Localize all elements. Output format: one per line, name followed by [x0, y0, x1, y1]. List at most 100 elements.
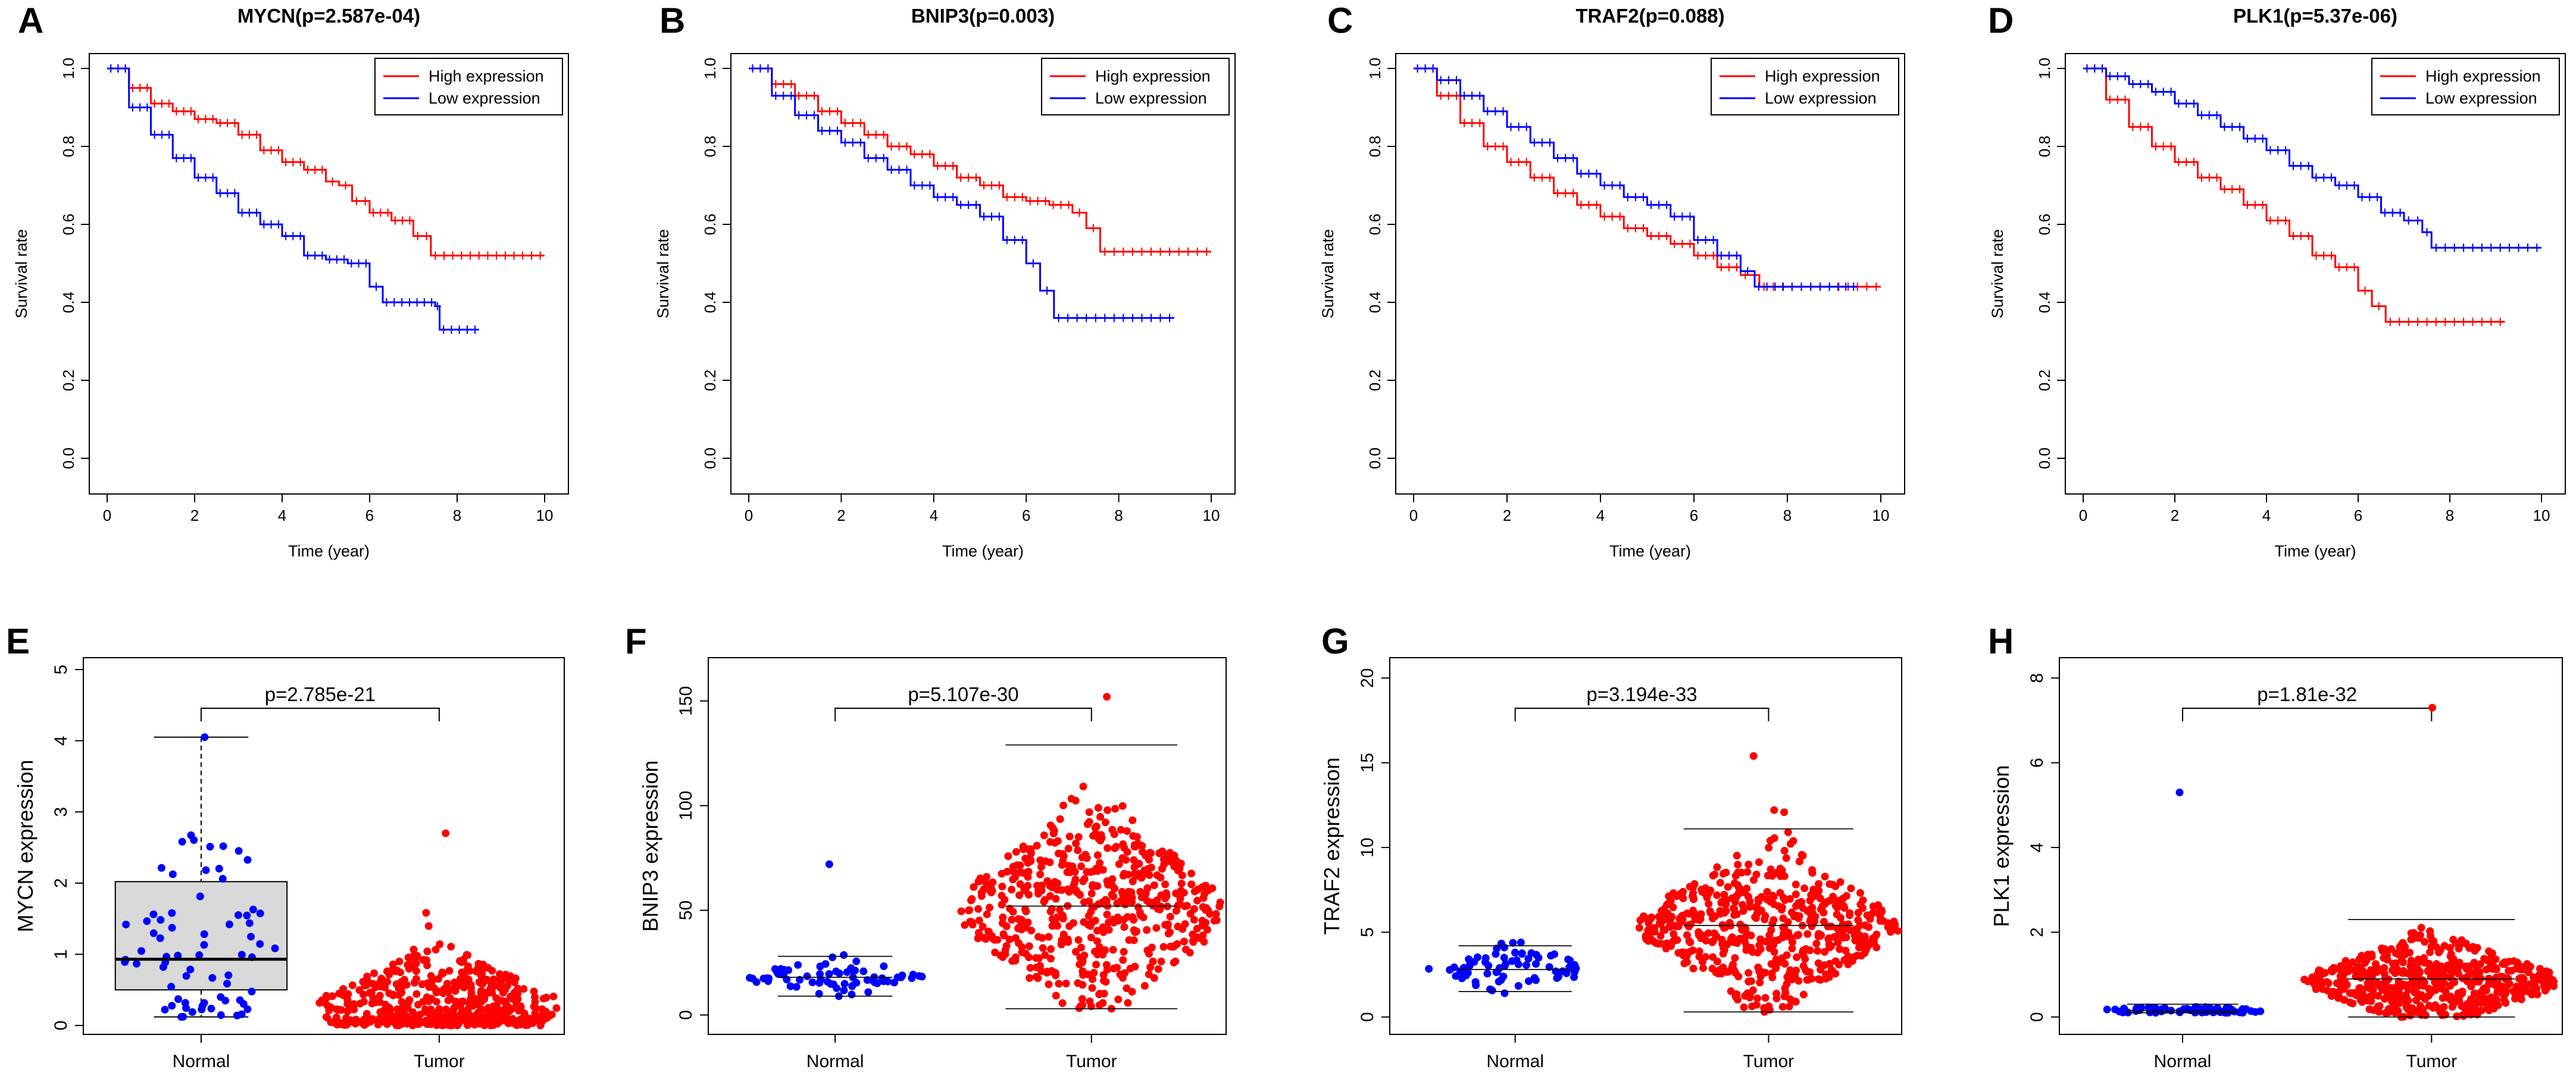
x-axis-label: Time (year): [1609, 542, 1691, 560]
data-point: [1145, 949, 1153, 958]
data-point: [1096, 836, 1105, 845]
data-point: [989, 878, 997, 887]
legend: High expression Low expression: [1711, 58, 1899, 115]
swarm-panel-e: E 0 1 2 3 4 5 MYCN expression Normal Tumor p=2.785…: [6, 621, 565, 1071]
data-point: [1034, 933, 1043, 941]
data-point: [466, 967, 474, 975]
data-point: [416, 1011, 424, 1019]
data-point: [2344, 967, 2353, 975]
censor-mark: [1616, 181, 1624, 190]
data-point: [1143, 926, 1151, 934]
censor-mark: [1437, 91, 1445, 100]
censor-mark: [2328, 251, 2336, 260]
data-point: [1699, 931, 1707, 940]
y-axis-label: Survival rate: [654, 229, 672, 318]
censor-mark: [2305, 161, 2312, 170]
data-point: [852, 957, 861, 965]
censor-mark: [173, 107, 180, 116]
data-point: [2485, 964, 2493, 972]
data-point: [1059, 852, 1068, 860]
y-tick-label: 6: [2027, 758, 2047, 768]
data-point: [1019, 842, 1027, 850]
censor-mark: [872, 154, 880, 162]
legend-entry: High expression: [2425, 67, 2541, 85]
data-point: [1780, 992, 1789, 1000]
censor-mark: [423, 232, 430, 240]
data-point: [1009, 867, 1017, 875]
data-point: [1686, 947, 1694, 956]
data-point: [2532, 974, 2540, 982]
data-point: [1814, 959, 1822, 967]
data-point: [1119, 840, 1127, 848]
censor-mark: [2137, 80, 2144, 89]
data-point: [476, 1020, 484, 1028]
data-point: [1008, 957, 1017, 965]
censor-mark: [471, 325, 479, 334]
data-point: [1806, 946, 1814, 955]
data-point: [402, 1012, 410, 1020]
data-point: [1772, 995, 1781, 1003]
data-point: [1158, 865, 1166, 873]
swarm-panel-h: H 0 2 4 6 8 PLK1 expression Normal Tumor p=1.81e-…: [1988, 621, 2563, 1071]
data-point: [2452, 939, 2460, 947]
significance-bracket: [2182, 708, 2433, 721]
data-point: [1756, 978, 1764, 987]
panel-letter: A: [18, 1, 43, 40]
data-point: [2392, 985, 2400, 993]
data-point: [532, 1004, 540, 1012]
plot-frame: [708, 657, 1227, 1035]
censor-mark: [1515, 158, 1523, 167]
data-point: [1756, 945, 1765, 953]
data-point: [501, 974, 509, 983]
censor-mark: [428, 298, 436, 307]
data-point: [1008, 915, 1016, 924]
y-tick-label: 0.6: [2036, 214, 2053, 235]
data-point: [1128, 898, 1136, 906]
data-point: [2398, 993, 2406, 1002]
y-tick-label: 1.0: [2036, 58, 2053, 79]
data-point: [1425, 965, 1433, 973]
censor-mark: [1476, 91, 1484, 100]
data-point: [1702, 953, 1710, 961]
data-point: [2470, 989, 2478, 997]
data-point: [2383, 990, 2391, 998]
censor-mark: [224, 118, 232, 127]
data-point: [1755, 898, 1763, 906]
data-point: [957, 907, 965, 915]
data-point: [1164, 930, 1173, 938]
data-point: [1856, 889, 1864, 897]
data-point: [1190, 915, 1198, 924]
data-point: [1872, 943, 1881, 952]
data-point: [968, 921, 977, 929]
censor-mark: [1055, 314, 1062, 323]
plot-title: TRAF2(p=0.088): [1575, 5, 1724, 27]
data-point: [1117, 825, 1125, 834]
x-tick-label: 4: [1596, 506, 1605, 524]
data-point: [2327, 965, 2336, 974]
data-point: [1015, 861, 1023, 870]
censor-mark: [1593, 169, 1600, 178]
data-point: [1840, 956, 1849, 964]
censor-mark: [1546, 173, 1553, 182]
censor-mark: [1138, 247, 1146, 256]
censor-mark: [856, 138, 864, 147]
censor-mark: [887, 142, 895, 151]
data-point: [1737, 868, 1746, 877]
data-point: [1161, 921, 1170, 929]
censor-mark: [1554, 154, 1562, 162]
censor-mark: [282, 158, 290, 167]
censor-mark: [1003, 236, 1011, 245]
data-point: [467, 984, 476, 993]
data-point: [918, 972, 926, 981]
censor-mark: [1616, 212, 1624, 221]
y-tick-label: 0.6: [1366, 214, 1384, 235]
data-point: [1043, 877, 1052, 885]
censor-mark: [1538, 138, 1546, 147]
censor-mark: [2190, 158, 2198, 167]
data-point: [1727, 987, 1735, 995]
data-point: [2383, 956, 2391, 964]
x-tick-label: 8: [2446, 506, 2454, 524]
data-point: [1128, 816, 1137, 824]
censor-mark: [957, 173, 965, 182]
data-point: [418, 980, 426, 989]
